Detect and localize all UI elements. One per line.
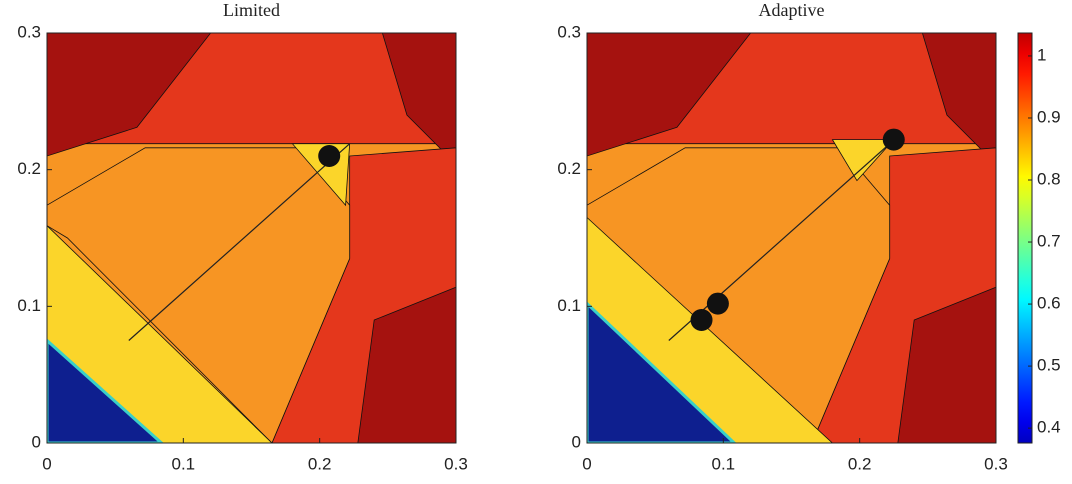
x-tick-label: 0.3 — [444, 454, 468, 473]
colorbar-tick-label: 0.4 — [1037, 418, 1061, 437]
jet-streak — [668, 143, 891, 341]
field-region — [47, 33, 212, 157]
field-region — [47, 338, 164, 443]
field-region — [587, 301, 737, 443]
vortex — [690, 309, 713, 331]
y-tick-label: 0.3 — [557, 22, 581, 41]
colorbar-tick-label: 1 — [1037, 45, 1046, 64]
y-tick-label: 0.2 — [17, 159, 41, 178]
vortex — [318, 145, 341, 167]
y-tick-label: 0.3 — [17, 22, 41, 41]
colorbar-tick-label: 0.9 — [1037, 107, 1061, 126]
vortex — [706, 292, 729, 315]
vortex — [882, 128, 905, 151]
y-tick-label: 0.1 — [17, 296, 41, 315]
contour-field — [587, 33, 996, 443]
axes-frame — [46, 32, 457, 444]
field-region — [47, 225, 273, 443]
field-region — [381, 33, 456, 165]
x-tick-label: 0.2 — [308, 454, 332, 473]
x-tick-label: 0.1 — [172, 454, 196, 473]
colorbar-tick-label: 0.6 — [1037, 294, 1061, 313]
field-region — [587, 33, 752, 157]
x-tick-label: 0 — [42, 454, 51, 473]
y-tick-label: 0.2 — [557, 159, 581, 178]
colorbar-tick-label: 0.8 — [1037, 169, 1061, 188]
field-region — [831, 139, 895, 182]
y-tick-label: 0 — [572, 432, 581, 451]
field-region — [897, 286, 996, 443]
axes-frame — [586, 32, 997, 444]
chart-title: Limited — [223, 0, 280, 20]
x-tick-label: 0.2 — [848, 454, 872, 473]
y-tick-label: 0.1 — [557, 296, 581, 315]
chart-title: Adaptive — [759, 0, 825, 20]
x-tick-label: 0.1 — [712, 454, 736, 473]
y-tick-label: 0 — [32, 432, 41, 451]
contour-field — [47, 33, 456, 443]
x-tick-label: 0 — [582, 454, 591, 473]
x-tick-label: 0.3 — [984, 454, 1008, 473]
field-region — [921, 33, 996, 165]
field-region — [357, 286, 456, 443]
colorbar-tick-label: 0.7 — [1037, 232, 1061, 251]
jet-streak — [128, 143, 351, 341]
colorbar — [1017, 32, 1033, 444]
colorbar-tick-label: 0.5 — [1037, 356, 1061, 375]
